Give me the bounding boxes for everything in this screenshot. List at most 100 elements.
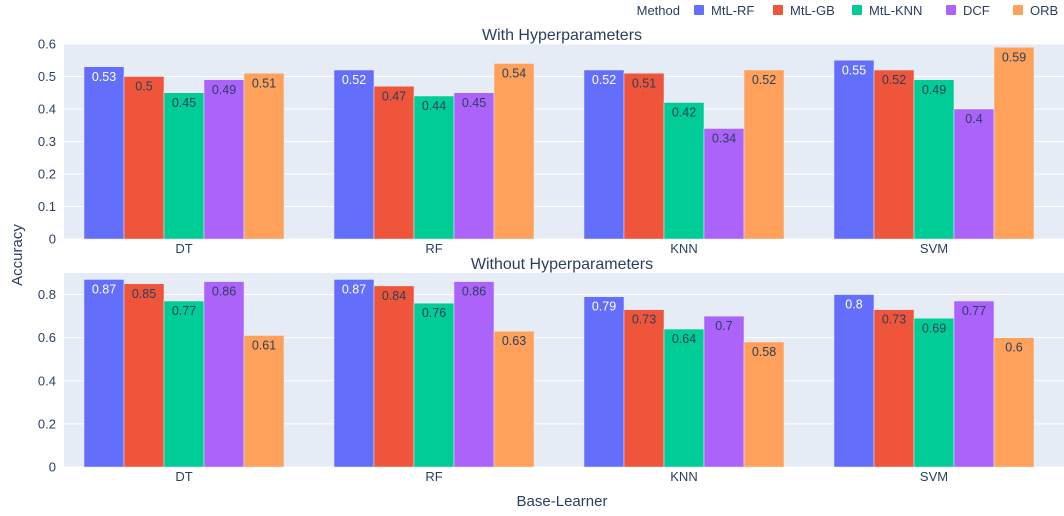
y-tick-label: 0.2 xyxy=(38,167,56,182)
bar-labels-top: 0.53 0.5 0.45 0.49 0.51 0.52 0.47 0.44 0.45 0.54 0… xyxy=(92,50,1026,145)
bar-orb-dt xyxy=(243,73,285,240)
bar-mtl-rf-svm xyxy=(833,60,875,240)
panel-with-hyperparameters: With Hyperparameters 0 0.1 0.2 0.3 0.4 0.5 0.6… xyxy=(38,27,1064,256)
y-tick-label: 0.5 xyxy=(38,69,56,84)
bar-value-label: 0.77 xyxy=(962,304,986,318)
legend-label-mtl-rf[interactable]: MtL-RF xyxy=(711,3,754,18)
bar-mtl-gb-dt xyxy=(123,283,165,468)
bar-value-label: 0.42 xyxy=(672,106,696,120)
bar-mtl-rf-dt xyxy=(83,66,125,240)
y-tick-label: 0.6 xyxy=(38,37,56,52)
x-tick-label: RF xyxy=(425,241,442,256)
bar-value-label: 0.61 xyxy=(252,339,276,353)
legend-label-dcf[interactable]: DCF xyxy=(963,3,990,18)
bar-value-label: 0.47 xyxy=(382,89,406,103)
legend-swatch-dcf[interactable] xyxy=(946,5,956,15)
y-tick-label: 0.2 xyxy=(38,416,56,431)
bar-value-label: 0.52 xyxy=(342,73,366,87)
y-tick-label: 0.6 xyxy=(38,330,56,345)
bar-dcf-rf xyxy=(453,92,495,240)
bar-value-label: 0.7 xyxy=(715,319,732,333)
bar-mtl-rf-rf xyxy=(333,69,375,240)
x-ticks-bottom: DT RF KNN SVM xyxy=(175,469,948,484)
bar-mtl-knn-knn xyxy=(663,102,705,240)
legend-swatch-orb[interactable] xyxy=(1013,5,1023,15)
bar-mtl-knn-knn xyxy=(663,328,705,468)
bar-value-label: 0.45 xyxy=(462,96,486,110)
bar-mtl-knn-svm xyxy=(913,318,955,468)
legend: Method MtL-RF MtL-GB MtL-KNN DCF ORB xyxy=(637,3,1059,18)
x-axis-title: Base-Learner xyxy=(517,493,608,510)
bar-value-label: 0.59 xyxy=(1002,50,1026,64)
bar-value-label: 0.86 xyxy=(212,285,236,299)
legend-label-orb[interactable]: ORB xyxy=(1030,3,1058,18)
bar-value-label: 0.55 xyxy=(842,63,866,77)
bar-dcf-dt xyxy=(203,79,245,240)
bar-dcf-svm xyxy=(953,108,995,240)
bar-mtl-knn-svm xyxy=(913,79,955,240)
x-ticks-top: DT RF KNN SVM xyxy=(175,241,948,256)
bar-mtl-gb-rf xyxy=(373,285,415,468)
bar-orb-svm xyxy=(993,47,1035,240)
bars-top xyxy=(83,47,1035,240)
bar-value-label: 0.85 xyxy=(132,287,156,301)
bar-orb-rf xyxy=(493,330,535,468)
panel-without-hyperparameters: Without Hyperparameters 0 0.2 0.4 0.6 0.8 0.… xyxy=(38,256,1064,484)
bar-labels-bottom: 0.87 0.85 0.77 0.86 0.61 0.87 0.84 0.76 0.86 0.63… xyxy=(92,282,1023,359)
bar-value-label: 0.69 xyxy=(922,321,946,335)
legend-label-mtl-knn[interactable]: MtL-KNN xyxy=(869,3,922,18)
bar-mtl-knn-rf xyxy=(413,95,455,240)
bar-value-label: 0.5 xyxy=(135,80,152,94)
x-tick-label: SVM xyxy=(920,241,948,256)
bar-value-label: 0.34 xyxy=(712,132,736,146)
bar-mtl-rf-rf xyxy=(333,279,375,468)
legend-items: MtL-RF MtL-GB MtL-KNN DCF ORB xyxy=(694,3,1058,18)
bar-mtl-rf-dt xyxy=(83,279,125,468)
bar-mtl-gb-svm xyxy=(873,309,915,468)
x-tick-label: DT xyxy=(175,241,192,256)
bar-value-label: 0.49 xyxy=(922,83,946,97)
bar-value-label: 0.73 xyxy=(882,313,906,327)
bar-mtl-gb-knn xyxy=(623,309,665,468)
bar-orb-svm xyxy=(993,337,1035,468)
y-tick-label: 0 xyxy=(49,232,56,247)
bar-value-label: 0.4 xyxy=(965,112,982,126)
x-tick-label: DT xyxy=(175,469,192,484)
bar-orb-knn xyxy=(743,69,785,240)
legend-swatch-mtl-rf[interactable] xyxy=(694,5,704,15)
bar-value-label: 0.52 xyxy=(752,73,776,87)
bar-mtl-gb-knn xyxy=(623,73,665,240)
bar-value-label: 0.87 xyxy=(92,282,116,296)
bar-value-label: 0.8 xyxy=(845,298,862,312)
bar-mtl-knn-dt xyxy=(163,92,205,240)
bar-dcf-dt xyxy=(203,281,245,468)
legend-swatch-mtl-gb[interactable] xyxy=(773,5,783,15)
bar-value-label: 0.51 xyxy=(252,76,276,90)
bar-orb-rf xyxy=(493,63,535,240)
legend-swatch-mtl-knn[interactable] xyxy=(852,5,862,15)
panel-title-bottom: Without Hyperparameters xyxy=(471,256,653,273)
bar-value-label: 0.63 xyxy=(502,334,526,348)
x-tick-label: KNN xyxy=(670,241,697,256)
bar-value-label: 0.64 xyxy=(672,332,696,346)
panel-title-top: With Hyperparameters xyxy=(482,27,642,44)
bar-value-label: 0.6 xyxy=(1005,341,1022,355)
bar-mtl-gb-svm xyxy=(873,69,915,240)
bar-dcf-svm xyxy=(953,300,995,468)
bar-value-label: 0.51 xyxy=(632,76,656,90)
bar-orb-knn xyxy=(743,341,785,468)
bar-value-label: 0.58 xyxy=(752,345,776,359)
x-tick-label: SVM xyxy=(920,469,948,484)
bar-dcf-knn xyxy=(703,315,745,468)
bar-mtl-gb-dt xyxy=(123,76,165,240)
bar-mtl-knn-dt xyxy=(163,300,205,468)
bar-value-label: 0.49 xyxy=(212,83,236,97)
legend-label-mtl-gb[interactable]: MtL-GB xyxy=(790,3,835,18)
bar-value-label: 0.86 xyxy=(462,285,486,299)
bar-value-label: 0.45 xyxy=(172,96,196,110)
x-tick-label: RF xyxy=(425,469,442,484)
bar-value-label: 0.44 xyxy=(422,99,446,113)
bar-dcf-knn xyxy=(703,128,745,240)
bar-value-label: 0.79 xyxy=(592,300,616,314)
